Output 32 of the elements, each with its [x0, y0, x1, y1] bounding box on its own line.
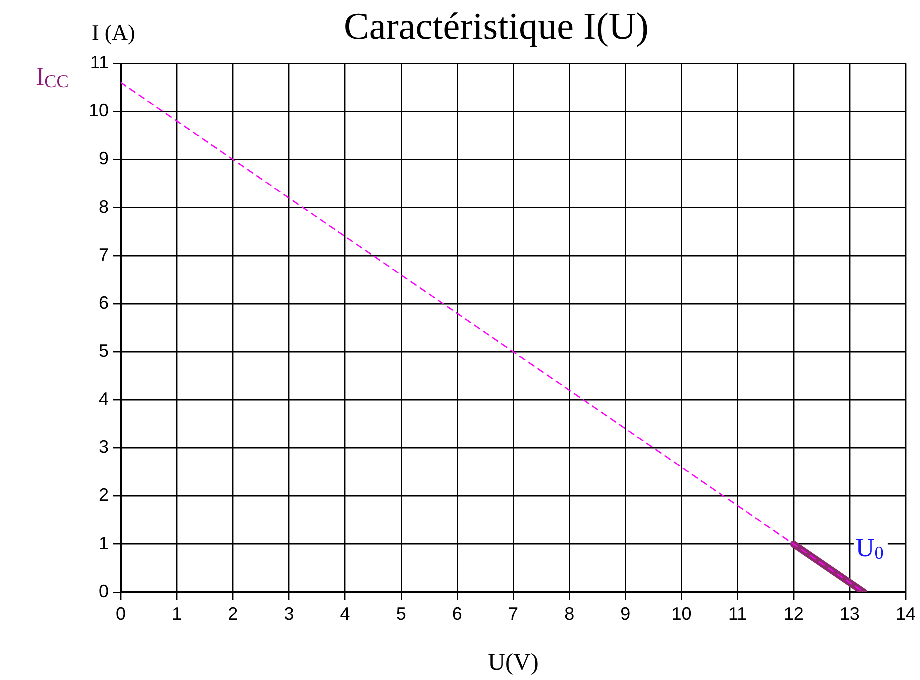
x-tick-label: 6: [452, 604, 462, 624]
x-tick-label: 10: [672, 604, 692, 624]
x-tick-label: 12: [784, 604, 804, 624]
y-tick-label: 5: [99, 341, 110, 362]
y-tick-label: 0: [99, 581, 110, 602]
x-tick-label: 9: [620, 604, 631, 624]
x-tick-label: 1: [172, 604, 182, 624]
annotation: ICC: [36, 62, 69, 92]
x-tick-label: 5: [396, 604, 406, 624]
x-tick-label: 8: [564, 604, 575, 624]
x-tick-label: 14: [896, 604, 916, 624]
x-tick-label: 13: [840, 604, 860, 624]
chart-title: Caractéristique I(U): [344, 6, 649, 48]
y-axis-title: I (A): [92, 20, 136, 45]
y-tick-label: 6: [99, 292, 110, 313]
x-tick-label: 2: [228, 604, 238, 624]
y-tick-label: 4: [99, 389, 110, 410]
y-tick-label: 3: [99, 437, 110, 458]
x-axis-title: U(V): [488, 650, 539, 676]
x-tick-label: 7: [508, 604, 519, 624]
annotation: U0: [856, 533, 884, 563]
x-tick-label: 3: [284, 604, 294, 624]
y-tick-label: 10: [88, 100, 110, 121]
y-tick-label: 1: [99, 533, 110, 554]
y-tick-label: 11: [90, 52, 110, 73]
y-tick-label: 9: [99, 148, 110, 169]
y-tick-label: 2: [99, 485, 110, 506]
y-tick-label: 8: [99, 196, 110, 217]
x-tick-label: 4: [340, 604, 350, 624]
x-tick-label: 11: [728, 604, 748, 624]
y-tick-label: 7: [99, 244, 110, 265]
x-tick-label: 0: [116, 604, 126, 624]
